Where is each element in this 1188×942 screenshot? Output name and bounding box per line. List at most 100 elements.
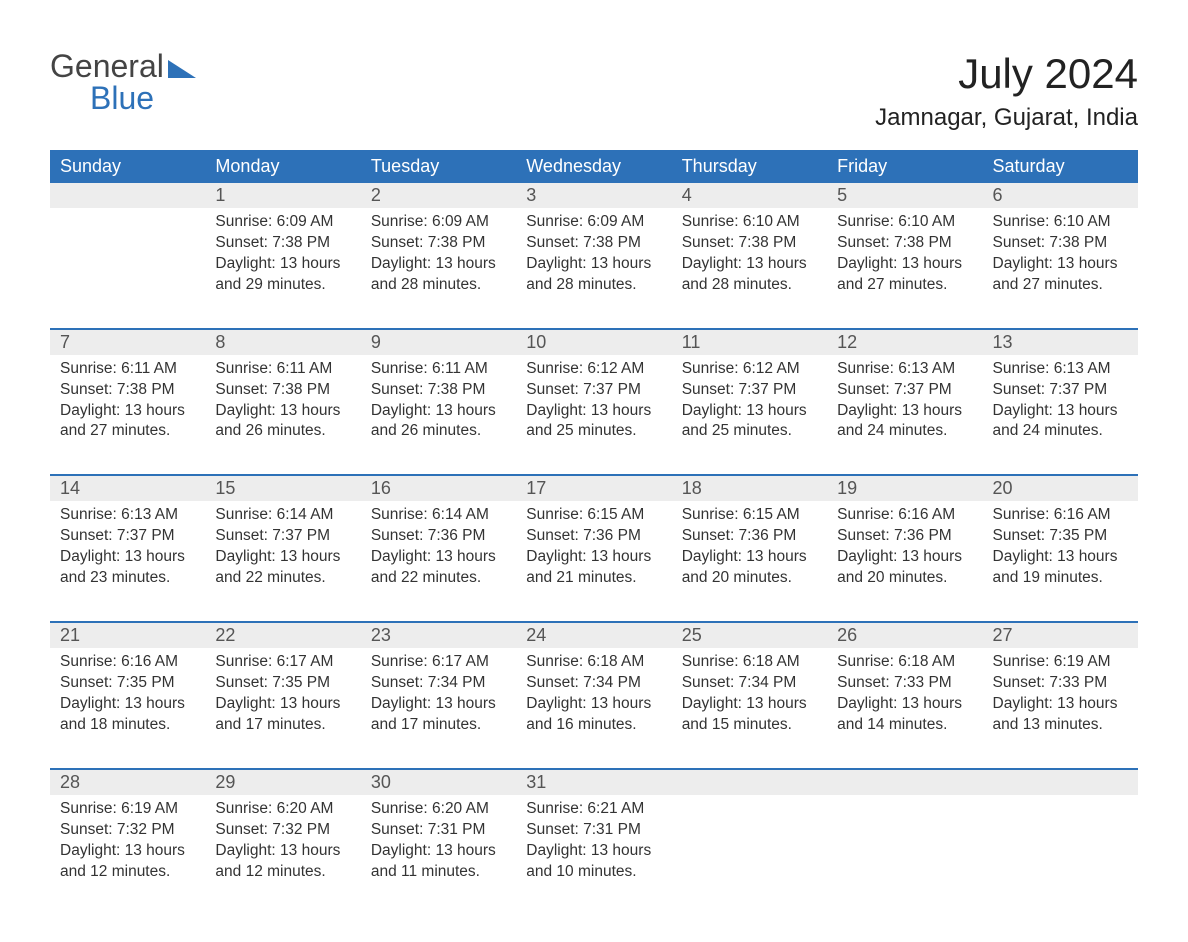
day-number: 12 xyxy=(827,330,982,355)
day-detail-cell: Sunrise: 6:19 AMSunset: 7:32 PMDaylight:… xyxy=(50,795,205,893)
sunset-text: Sunset: 7:36 PM xyxy=(682,527,797,544)
sunset-text: Sunset: 7:34 PM xyxy=(371,674,486,691)
daylight-text: Daylight: 13 hours and 19 minutes. xyxy=(993,548,1118,586)
daylight-text: Daylight: 13 hours and 28 minutes. xyxy=(371,255,496,293)
day-detail-cell: Sunrise: 6:10 AMSunset: 7:38 PMDaylight:… xyxy=(983,208,1138,329)
day-number: 16 xyxy=(361,476,516,501)
day-header: Wednesday xyxy=(516,150,671,183)
sunset-text: Sunset: 7:36 PM xyxy=(837,527,952,544)
day-detail-cell: Sunrise: 6:09 AMSunset: 7:38 PMDaylight:… xyxy=(516,208,671,329)
day-number: 27 xyxy=(983,623,1138,648)
daylight-text: Daylight: 13 hours and 27 minutes. xyxy=(993,255,1118,293)
day-number xyxy=(827,770,982,795)
day-number: 15 xyxy=(205,476,360,501)
sunrise-text: Sunrise: 6:11 AM xyxy=(60,360,177,377)
day-detail-cell: Sunrise: 6:15 AMSunset: 7:36 PMDaylight:… xyxy=(516,501,671,622)
logo-text-top: General xyxy=(50,50,164,82)
day-detail-cell: Sunrise: 6:13 AMSunset: 7:37 PMDaylight:… xyxy=(827,355,982,476)
sunset-text: Sunset: 7:36 PM xyxy=(371,527,486,544)
page-header: General Blue July 2024 Jamnagar, Gujarat… xyxy=(50,50,1138,142)
day-detail-cell: Sunrise: 6:20 AMSunset: 7:31 PMDaylight:… xyxy=(361,795,516,893)
daylight-text: Daylight: 13 hours and 23 minutes. xyxy=(60,548,185,586)
day-detail-row: Sunrise: 6:09 AMSunset: 7:38 PMDaylight:… xyxy=(50,208,1138,329)
daylight-text: Daylight: 13 hours and 17 minutes. xyxy=(215,695,340,733)
day-number-row: 78910111213 xyxy=(50,330,1138,355)
day-detail-cell: Sunrise: 6:11 AMSunset: 7:38 PMDaylight:… xyxy=(361,355,516,476)
sunset-text: Sunset: 7:35 PM xyxy=(993,527,1108,544)
daylight-text: Daylight: 13 hours and 11 minutes. xyxy=(371,842,496,880)
day-detail-cell: Sunrise: 6:16 AM Sunset: 7:36 PM Daylight:… xyxy=(827,501,982,622)
day-detail-cell: Sunrise: 6:10 AMSunset: 7:38 PMDaylight:… xyxy=(672,208,827,329)
day-number: 1 xyxy=(205,183,360,208)
sunset-text: Sunset: 7:37 PM xyxy=(682,381,797,398)
sunset-text: Sunset: 7:37 PM xyxy=(526,381,641,398)
daylight-text: Daylight: 13 hours and 17 minutes. xyxy=(371,695,496,733)
sunrise-text: Sunrise: 6:15 AM xyxy=(682,506,800,523)
day-detail-row: Sunrise: 6:16 AMSunset: 7:35 PMDaylight:… xyxy=(50,648,1138,769)
sunrise-text: Sunrise: 6:18 AM xyxy=(682,653,800,670)
month-title: July 2024 xyxy=(875,50,1138,98)
sunset-text: Sunset: 7:38 PM xyxy=(371,234,486,251)
day-detail-row: Sunrise: 6:19 AMSunset: 7:32 PMDaylight:… xyxy=(50,795,1138,893)
day-number: 18 xyxy=(672,476,827,501)
day-detail-cell xyxy=(672,795,827,893)
day-detail-cell: Sunrise: 6:11 AMSunset: 7:38 PMDaylight:… xyxy=(205,355,360,476)
daylight-text: Daylight: 13 hours and 26 minutes. xyxy=(215,402,340,440)
day-number: 6 xyxy=(983,183,1138,208)
daylight-text: Daylight: 13 hours and 28 minutes. xyxy=(526,255,651,293)
day-number: 19 xyxy=(827,476,982,501)
day-detail-cell: Sunrise: 6:18 AMSunset: 7:34 PMDaylight:… xyxy=(672,648,827,769)
sunrise-text: Sunrise: 6:18 AM xyxy=(837,653,955,670)
sunset-text: Sunset: 7:38 PM xyxy=(371,381,486,398)
sunset-text: Sunset: 7:37 PM xyxy=(215,527,330,544)
day-detail-cell: Sunrise: 6:19 AMSunset: 7:33 PMDaylight:… xyxy=(983,648,1138,769)
day-number: 20 xyxy=(983,476,1138,501)
day-number: 7 xyxy=(50,330,205,355)
day-detail-row: Sunrise: 6:11 AM Sunset: 7:38 PM Daylight:… xyxy=(50,355,1138,476)
day-header-row: SundayMondayTuesdayWednesdayThursdayFrid… xyxy=(50,150,1138,183)
sunset-text: Sunset: 7:35 PM xyxy=(60,674,175,691)
sunrise-text: Sunrise: 6:16 AM xyxy=(993,506,1111,523)
day-detail-row: Sunrise: 6:13 AM Sunset: 7:37 PM Daylight:… xyxy=(50,501,1138,622)
logo: General Blue xyxy=(50,50,196,114)
day-header: Friday xyxy=(827,150,982,183)
day-detail-cell: Sunrise: 6:09 AMSunset: 7:38 PMDaylight:… xyxy=(205,208,360,329)
daylight-text: Daylight: 13 hours and 29 minutes. xyxy=(215,255,340,293)
sunrise-text: Sunrise: 6:11 AM xyxy=(215,360,332,377)
day-detail-cell: Sunrise: 6:13 AMSunset: 7:37 PMDaylight:… xyxy=(50,501,205,622)
sunrise-text: Sunrise: 6:12 AM xyxy=(526,360,644,377)
day-number: 4 xyxy=(672,183,827,208)
sunrise-text: Sunrise: 6:13 AM xyxy=(993,360,1111,377)
daylight-text: Daylight: 13 hours and 21 minutes. xyxy=(526,548,651,586)
daylight-text: Daylight: 13 hours and 10 minutes. xyxy=(526,842,651,880)
day-detail-cell: Sunrise: 6:17 AMSunset: 7:34 PMDaylight:… xyxy=(361,648,516,769)
day-number: 8 xyxy=(205,330,360,355)
daylight-text: Daylight: 13 hours and 27 minutes. xyxy=(837,255,962,293)
sunrise-text: Sunrise: 6:13 AM xyxy=(837,360,955,377)
sunset-text: Sunset: 7:36 PM xyxy=(526,527,641,544)
day-number: 30 xyxy=(361,770,516,795)
day-detail-cell: Sunrise: 6:13 AMSunset: 7:37 PMDaylight:… xyxy=(983,355,1138,476)
sunset-text: Sunset: 7:38 PM xyxy=(215,234,330,251)
day-number: 28 xyxy=(50,770,205,795)
day-number: 2 xyxy=(361,183,516,208)
daylight-text: Daylight: 13 hours and 22 minutes. xyxy=(371,548,496,586)
sunrise-text: Sunrise: 6:20 AM xyxy=(215,800,333,817)
sunrise-text: Sunrise: 6:13 AM xyxy=(60,506,178,523)
daylight-text: Daylight: 13 hours and 22 minutes. xyxy=(215,548,340,586)
day-detail-cell: Sunrise: 6:17 AMSunset: 7:35 PMDaylight:… xyxy=(205,648,360,769)
daylight-text: Daylight: 13 hours and 20 minutes. xyxy=(837,548,962,586)
day-number: 11 xyxy=(672,330,827,355)
sunset-text: Sunset: 7:33 PM xyxy=(837,674,952,691)
daylight-text: Daylight: 13 hours and 18 minutes. xyxy=(60,695,185,733)
sunrise-text: Sunrise: 6:12 AM xyxy=(682,360,800,377)
sunset-text: Sunset: 7:31 PM xyxy=(526,821,641,838)
day-number: 17 xyxy=(516,476,671,501)
day-number: 10 xyxy=(516,330,671,355)
day-detail-cell xyxy=(50,208,205,329)
sunset-text: Sunset: 7:38 PM xyxy=(60,381,175,398)
daylight-text: Daylight: 13 hours and 24 minutes. xyxy=(837,402,962,440)
sunset-text: Sunset: 7:34 PM xyxy=(526,674,641,691)
sunrise-text: Sunrise: 6:16 AM xyxy=(837,506,955,523)
sunset-text: Sunset: 7:32 PM xyxy=(215,821,330,838)
